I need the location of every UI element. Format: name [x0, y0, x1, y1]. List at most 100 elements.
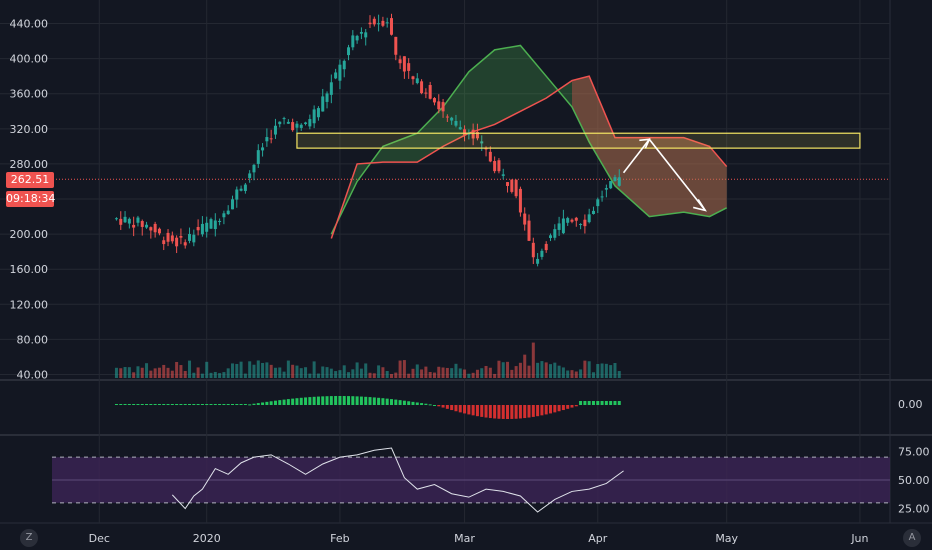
volume-bar	[587, 361, 591, 378]
rsi-tick-label: 25.00	[898, 503, 930, 516]
volume-bar	[355, 362, 359, 378]
macd-bar	[561, 405, 565, 411]
resistance-zone[interactable]	[296, 132, 861, 149]
candle-body	[222, 213, 226, 218]
macd-bar	[342, 396, 346, 405]
volume-bar	[518, 362, 522, 378]
candle-body	[424, 92, 428, 94]
projection-arrowhead	[639, 138, 651, 149]
volume-bar	[226, 368, 230, 378]
senkou-b-line	[330, 75, 728, 239]
candle-body	[488, 151, 492, 162]
auto-scale-button[interactable]: A	[903, 529, 921, 547]
chart-grid	[0, 0, 890, 523]
cloud-fill-bearish	[571, 76, 727, 217]
candle-body	[510, 179, 514, 192]
candle-body	[114, 218, 118, 220]
volume-bar	[222, 372, 226, 378]
volume-bar	[145, 363, 149, 378]
macd-bar	[286, 399, 290, 405]
macd-bar	[553, 405, 557, 413]
macd-histogram	[114, 396, 621, 419]
candle-body	[570, 219, 574, 222]
log-scale-button[interactable]: Z	[20, 529, 38, 547]
price-tick-label: 120.00	[10, 298, 49, 311]
candle-body	[463, 129, 467, 135]
volume-bar	[493, 373, 497, 378]
candle-body	[136, 217, 140, 223]
macd-bar	[407, 401, 411, 405]
candle-body	[454, 121, 458, 126]
macd-bar	[123, 404, 127, 405]
volume-bar	[209, 372, 213, 378]
macd-bar	[179, 404, 183, 405]
volume-bar	[609, 365, 613, 378]
volume-bar	[269, 364, 273, 378]
macd-bar	[540, 405, 544, 416]
volume-bar	[256, 360, 260, 378]
volume-bar	[175, 361, 179, 378]
price-axis[interactable]: 440.00400.00360.00320.00280.00240.00200.…	[10, 18, 930, 516]
macd-bar	[282, 399, 286, 405]
macd-bar	[506, 405, 510, 419]
macd-bar	[600, 401, 604, 405]
candle-body	[432, 98, 436, 103]
volume-bar	[162, 364, 166, 378]
volume-bar	[398, 360, 402, 378]
macd-bar	[114, 404, 118, 405]
candle-body	[359, 31, 363, 34]
candle-body	[179, 236, 183, 238]
volume-bar	[480, 368, 484, 378]
volume-bar	[553, 362, 557, 378]
candle-body	[295, 123, 299, 128]
macd-bar	[587, 401, 591, 405]
candle-body	[561, 218, 565, 234]
candle-body	[166, 232, 170, 242]
volume-bar	[531, 342, 535, 378]
volume-bar	[196, 367, 200, 378]
macd-bar	[613, 401, 617, 405]
candlesticks[interactable]	[114, 13, 621, 267]
macd-bar	[226, 404, 230, 405]
rsi-band	[52, 456, 890, 504]
macd-bar	[196, 404, 200, 405]
price-tick-label: 280.00	[10, 158, 49, 171]
macd-bar	[579, 401, 583, 405]
volume-bar	[127, 367, 131, 378]
volume-bar	[583, 360, 587, 378]
macd-bar	[213, 404, 217, 405]
volume-bar	[454, 363, 458, 378]
macd-bar	[501, 405, 505, 419]
candle-body	[200, 223, 204, 235]
projection-arrows[interactable]	[622, 138, 707, 212]
candle-body	[209, 219, 213, 229]
macd-bar	[467, 405, 471, 415]
candle-body	[540, 250, 544, 257]
volume-bar	[153, 368, 157, 378]
volume-bar	[617, 371, 621, 378]
rsi-series-line	[171, 447, 624, 513]
macd-bar	[617, 401, 621, 405]
volume-bar	[381, 367, 385, 378]
macd-bar	[252, 403, 256, 405]
volume-bar	[325, 367, 329, 378]
candle-body	[591, 210, 595, 214]
macd-bar	[493, 405, 497, 419]
macd-bar	[269, 401, 273, 405]
price-tick-label: 400.00	[10, 53, 49, 66]
time-axis[interactable]: Dec 2020 Feb Mar Apr May Jun	[89, 532, 869, 545]
candle-body	[381, 20, 385, 26]
volume-bar	[192, 372, 196, 378]
candle-body	[493, 161, 497, 172]
volume-bar	[252, 364, 256, 378]
macd-bar	[377, 397, 381, 405]
volume-bar	[205, 361, 209, 378]
candle-body	[235, 189, 239, 200]
volume-bar	[574, 371, 578, 378]
volume-bar	[385, 370, 389, 378]
volume-bar	[261, 362, 265, 378]
candle-body	[170, 235, 174, 242]
volume-bar	[316, 373, 320, 378]
candle-body	[536, 258, 540, 264]
